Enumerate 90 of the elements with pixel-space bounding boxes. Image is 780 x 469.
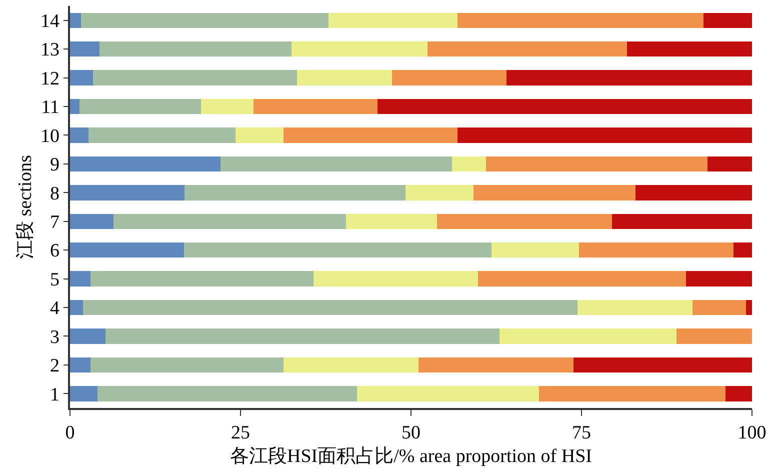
bar <box>70 300 83 316</box>
x-tick-label: 75 <box>572 422 591 444</box>
bar <box>746 300 752 316</box>
y-tick-label: 4 <box>50 298 60 320</box>
bar <box>70 12 81 28</box>
bar <box>283 357 418 373</box>
x-axis-title: 各江段HSI面积占比/% area proportion of HSI <box>230 446 592 467</box>
bar <box>500 328 676 344</box>
bar <box>70 128 88 143</box>
y-tick-label: 14 <box>40 11 60 32</box>
y-tick-label: 2 <box>50 356 60 377</box>
bar <box>734 242 752 258</box>
y-tick-label: 11 <box>41 97 60 118</box>
bar <box>577 300 693 316</box>
bar <box>253 98 378 114</box>
bar <box>70 185 185 200</box>
bar <box>392 70 506 86</box>
bar <box>406 185 474 200</box>
bar <box>486 156 708 172</box>
y-tick-label: 9 <box>50 154 60 176</box>
bar <box>704 12 752 28</box>
bar <box>627 41 752 57</box>
bar <box>70 271 90 286</box>
bar <box>539 386 726 402</box>
bar <box>283 128 458 143</box>
bar <box>70 41 100 57</box>
bar <box>297 70 392 86</box>
bar <box>184 185 406 200</box>
bar <box>70 242 184 258</box>
bar <box>427 41 628 57</box>
bar <box>97 386 358 402</box>
bar <box>418 357 574 373</box>
bar <box>357 386 540 402</box>
bar <box>612 214 752 229</box>
bar <box>105 328 500 344</box>
bar <box>478 271 686 286</box>
y-axis-title: 江段 sections <box>14 155 36 259</box>
bar <box>692 300 746 316</box>
bar <box>82 300 578 316</box>
bar <box>708 156 752 172</box>
bar <box>80 12 328 28</box>
bar <box>635 185 752 200</box>
bar <box>80 98 201 114</box>
y-tick-label: 1 <box>50 384 60 406</box>
bar <box>70 328 106 344</box>
bar <box>220 156 452 172</box>
bar <box>725 386 752 402</box>
bar <box>474 185 636 200</box>
bar <box>328 12 458 28</box>
y-tick-label: 6 <box>50 240 60 262</box>
bar <box>99 41 292 57</box>
bar <box>70 386 98 402</box>
bar <box>70 156 221 172</box>
bar <box>506 70 752 86</box>
bar <box>70 98 80 114</box>
bar <box>93 70 298 86</box>
bar <box>346 214 437 229</box>
x-tick-label: 100 <box>738 422 766 444</box>
bar <box>676 328 752 344</box>
bar <box>457 128 752 143</box>
bar <box>70 214 114 229</box>
bar <box>90 357 284 373</box>
bar <box>378 98 752 114</box>
bar <box>573 357 752 373</box>
bar <box>70 357 90 373</box>
y-tick-label: 8 <box>50 183 60 204</box>
y-tick-label: 12 <box>40 68 60 90</box>
bar <box>88 128 236 143</box>
bar <box>578 242 734 258</box>
y-tick-label: 13 <box>40 40 60 61</box>
bar <box>184 242 492 258</box>
bar <box>491 242 579 258</box>
y-tick-label: 5 <box>50 269 60 290</box>
bar <box>200 98 254 114</box>
bar <box>452 156 486 172</box>
bar <box>114 214 346 229</box>
bar <box>457 12 704 28</box>
x-tick-label: 0 <box>65 422 75 444</box>
bar <box>292 41 428 57</box>
bar <box>90 271 314 286</box>
bar <box>313 271 478 286</box>
y-tick-label: 7 <box>50 212 60 234</box>
bar <box>686 271 752 286</box>
bar <box>70 70 94 86</box>
y-tick-label: 10 <box>40 126 60 147</box>
bar <box>436 214 612 229</box>
x-tick-label: 25 <box>231 422 250 444</box>
x-tick-label: 50 <box>402 422 420 444</box>
bar <box>236 128 284 143</box>
y-tick-label: 3 <box>50 326 60 348</box>
